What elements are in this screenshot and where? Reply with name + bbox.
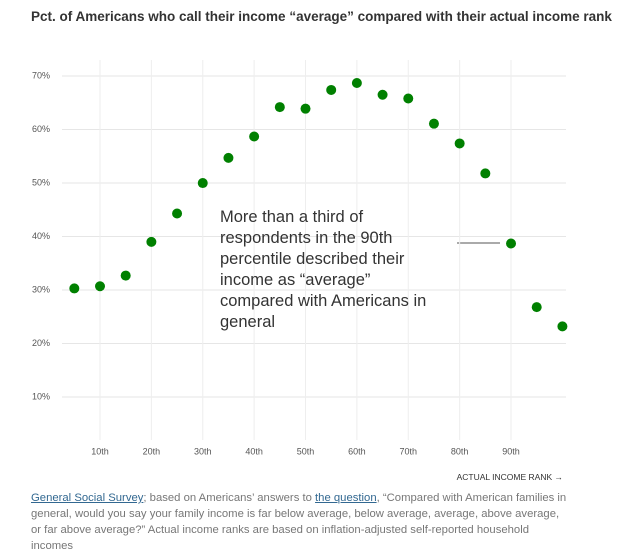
- x-tick-label: 30th: [194, 446, 212, 456]
- x-tick-label: 20th: [143, 446, 161, 456]
- chart-title: Pct. of Americans who call their income …: [31, 9, 612, 24]
- point: [172, 208, 183, 219]
- point: [223, 152, 234, 163]
- page: {"chart_data": {"type": "scatter", "titl…: [31, 9, 612, 552]
- point: [274, 102, 285, 113]
- y-tick-label: 50%: [32, 177, 50, 187]
- point: [249, 131, 260, 142]
- point: [95, 281, 106, 292]
- annotation-line: More than a third of: [220, 208, 364, 226]
- point: [428, 118, 439, 129]
- annotation: More than a third of respondents in the 9…: [220, 207, 426, 333]
- annotation-line: income as “average”: [220, 271, 371, 289]
- y-tick-label: 30%: [32, 284, 50, 294]
- point: [557, 321, 568, 332]
- x-tick-label: 60th: [348, 446, 366, 456]
- point: [403, 93, 414, 104]
- footer: General Social Survey; based on American…: [31, 490, 571, 554]
- y-tick-label: 70%: [32, 70, 50, 80]
- x-tick-label: 50th: [297, 446, 315, 456]
- footer-text: ; based on Americans’ answers to: [143, 492, 316, 504]
- x-tick-label: 40th: [245, 446, 263, 456]
- point: [146, 236, 157, 247]
- point: [300, 103, 311, 114]
- y-tick-label: 40%: [32, 231, 50, 241]
- y-tick-label: 60%: [32, 124, 50, 134]
- question-link[interactable]: the question: [315, 492, 377, 504]
- point: [197, 178, 208, 189]
- point: [120, 270, 131, 281]
- source-link[interactable]: General Social Survey: [31, 492, 144, 504]
- y-tick-label: 20%: [32, 338, 50, 348]
- x-tick-label: 10th: [91, 446, 109, 456]
- x-tick-label: 80th: [451, 446, 469, 456]
- point: [326, 84, 337, 95]
- chart: 10% 20% 30% 40% 50% 60% 70% 10th 20th 30th 40th 50t…: [32, 60, 568, 456]
- annotation-line: respondents in the 90th: [220, 229, 393, 247]
- point: [69, 283, 80, 294]
- x-axis-label: ACTUAL INCOME RANK →: [456, 472, 563, 482]
- point: [377, 89, 388, 100]
- annotation-line: percentile described their: [220, 250, 405, 268]
- point: [531, 302, 542, 313]
- point: [454, 138, 465, 149]
- y-tick-label: 10%: [32, 391, 50, 401]
- point: [506, 238, 517, 249]
- x-tick-label: 70th: [400, 446, 418, 456]
- footer-text: , “Compared with American families in ge…: [31, 492, 567, 552]
- annotation-line: compared with Americans in: [220, 292, 427, 310]
- point: [351, 78, 362, 89]
- point: [480, 168, 491, 179]
- annotation-line: general: [220, 313, 276, 331]
- x-tick-label: 90th: [502, 446, 520, 456]
